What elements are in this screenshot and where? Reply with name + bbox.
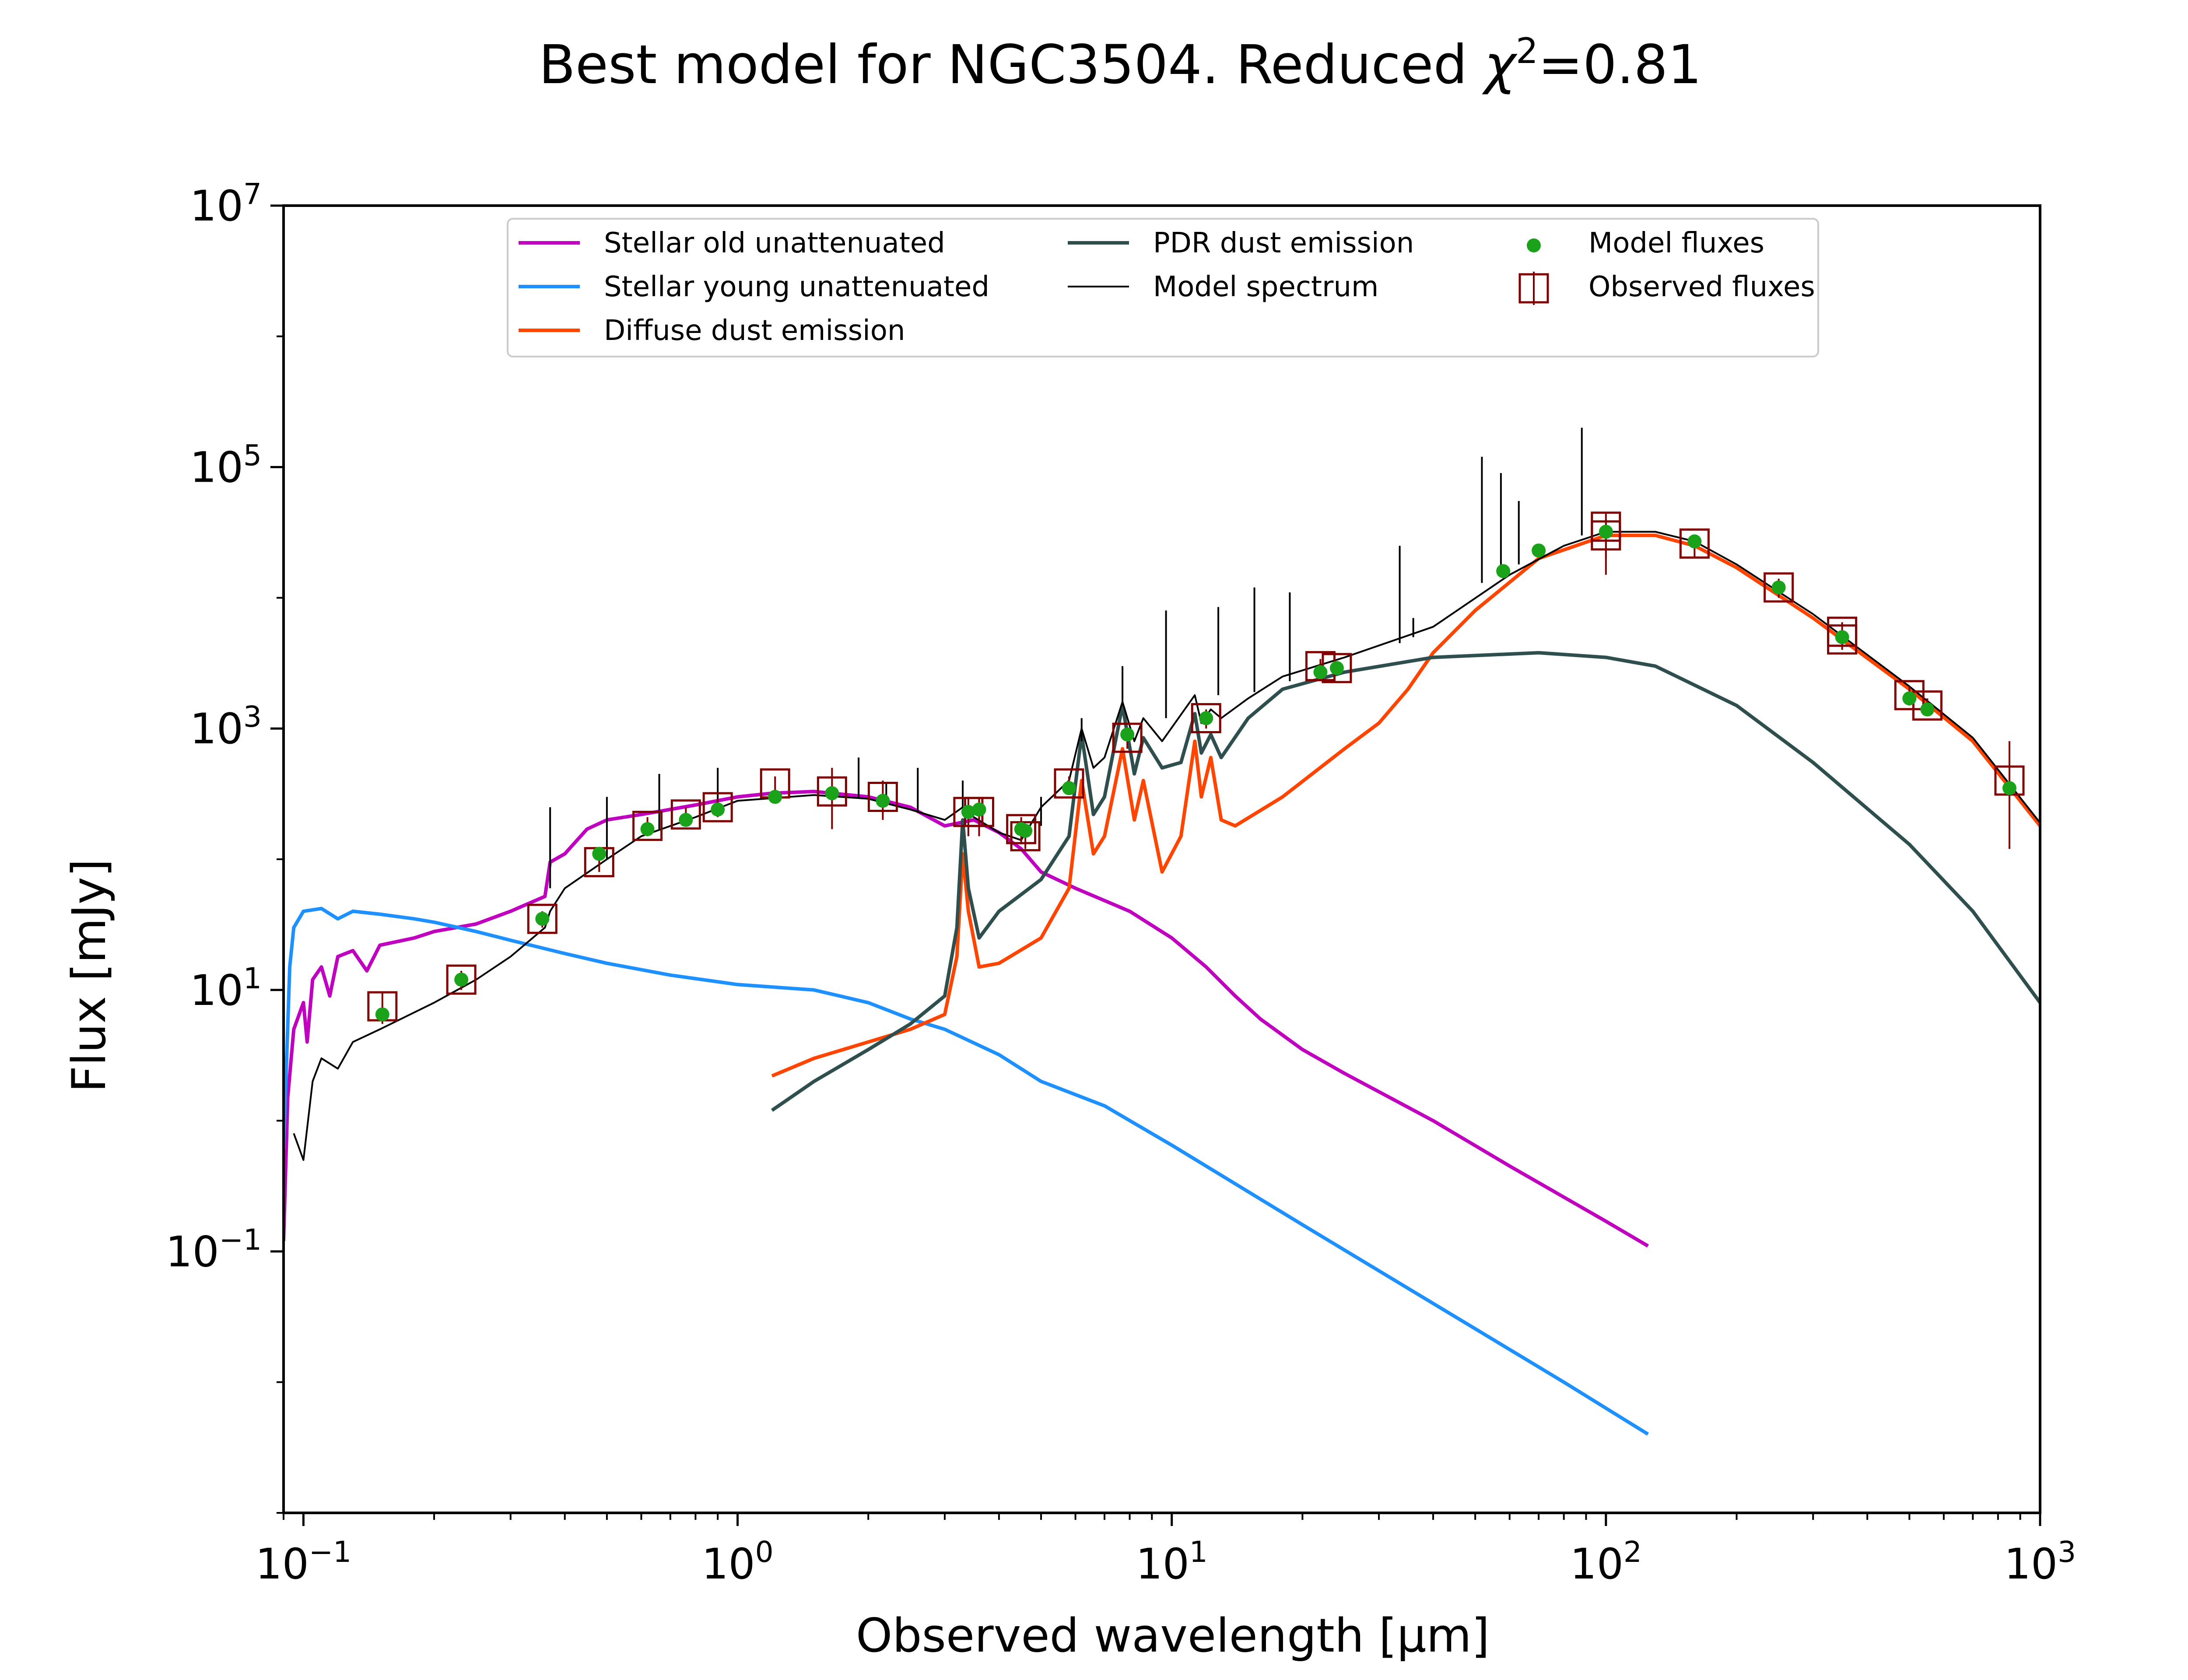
y-tick-label: 107: [190, 177, 262, 231]
plot-frame: [282, 204, 2041, 1514]
model-flux-24: [1835, 630, 1849, 644]
series-pdr-dust-emission: [771, 651, 2040, 1112]
observed-flux-12: [1006, 814, 1037, 844]
x-tick-label: 10−1: [256, 1535, 351, 1589]
series-model-spectrum: [293, 531, 2040, 1161]
y-tick-label: 103: [190, 700, 262, 754]
model-flux-25: [1902, 691, 1917, 706]
model-flux-7: [768, 790, 782, 804]
model-flux-27: [2002, 781, 2016, 795]
observed-flux-5: [670, 799, 701, 830]
plot-series: [284, 427, 2040, 1436]
legend-label: PDR dust emission: [1153, 227, 1414, 259]
model-flux-6: [711, 802, 725, 817]
legend-item-model-spectrum: Model spectrum: [1068, 271, 1378, 303]
x-tick-label: 103: [2004, 1535, 2076, 1589]
model-flux-11: [972, 802, 986, 817]
legend-label: Observed fluxes: [1588, 271, 1815, 303]
model-flux-4: [640, 822, 655, 836]
legend-item-stellar-old-unattenuated: Stellar old unattenuated: [519, 227, 945, 259]
observed-flux-21: [1679, 528, 1710, 559]
observed-flux-20: [1591, 520, 1621, 551]
observed-flux-6: [702, 792, 733, 822]
series-stellar-old-unattenuated: [284, 790, 1649, 1248]
model-flux-22: [1687, 534, 1702, 549]
legend: Stellar old unattenuated Stellar young un…: [507, 218, 1819, 357]
model-flux-13: [1018, 824, 1033, 838]
legend-item-pdr-dust-emission: PDR dust emission: [1068, 227, 1414, 259]
observed-flux-16: [1191, 703, 1221, 734]
observed-flux-22: [1764, 572, 1794, 603]
model-flux-0: [375, 1007, 389, 1022]
observed-flux-15: [1112, 722, 1143, 753]
y-tick-label: 101: [190, 961, 262, 1015]
y-axis-label: Flux [mJy]: [62, 859, 116, 1092]
model-flux-15: [1120, 727, 1135, 742]
y-tick-label: 105: [190, 438, 262, 492]
model-flux-17: [1313, 665, 1328, 679]
series-stellar-young-unattenuated: [284, 906, 1649, 1436]
x-axis-label: Observed wavelength [μm]: [856, 1609, 1490, 1662]
legend-label: Stellar young unattenuated: [604, 271, 989, 303]
legend-item-diffuse-dust-emission: Diffuse dust emission: [519, 315, 905, 347]
legend-label: Model spectrum: [1153, 271, 1378, 303]
observed-flux-4: [632, 811, 663, 841]
observed-flux-2: [527, 903, 558, 934]
model-flux-3: [592, 847, 607, 861]
observed-flux-25: [1894, 680, 1925, 710]
x-tick-label: 100: [701, 1535, 773, 1589]
legend-swatch: [1527, 238, 1541, 252]
legend-label: Stellar old unattenuated: [604, 227, 945, 259]
model-flux-2: [535, 912, 550, 926]
y-tick-label: 10−1: [166, 1223, 262, 1277]
observed-flux-14: [1054, 768, 1084, 799]
model-flux-19: [1496, 564, 1511, 578]
x-tick-label: 102: [1570, 1535, 1642, 1589]
observed-flux-13: [1010, 821, 1041, 851]
model-flux-21: [1599, 525, 1613, 539]
x-tick-label: 101: [1136, 1535, 1208, 1589]
series-diffuse-dust-emission: [771, 533, 2040, 1078]
model-flux-20: [1532, 543, 1546, 558]
model-flux-8: [825, 786, 839, 801]
legend-label: Model fluxes: [1588, 227, 1764, 259]
observed-flux-1: [446, 964, 477, 995]
model-flux-9: [876, 794, 890, 808]
observed-flux-24: [1827, 624, 1858, 655]
legend-item-observed-fluxes: Observed fluxes: [1518, 271, 1815, 305]
model-flux-26: [1920, 702, 1935, 717]
model-flux-23: [1771, 580, 1786, 595]
legend-box: [507, 218, 1819, 357]
model-flux-18: [1329, 661, 1344, 676]
axes: 10−1 100 101 102 103 10−1 101 103 105 107: [166, 177, 2076, 1589]
legend-item-model-fluxes: Model fluxes: [1527, 227, 1764, 259]
legend-label: Diffuse dust emission: [604, 315, 905, 347]
observed-flux-8: [817, 776, 847, 807]
model-flux-14: [1062, 781, 1076, 795]
model-flux-1: [454, 973, 469, 987]
legend-item-stellar-young-unattenuated: Stellar young unattenuated: [519, 271, 989, 303]
chart-title: Best model for NGC3504. Reduced χ2=0.81: [539, 31, 1702, 96]
model-flux-16: [1199, 711, 1213, 725]
observed-flux-26: [1912, 690, 1943, 721]
model-flux-5: [679, 813, 693, 827]
observed-flux-9: [867, 781, 898, 812]
model-flux-10: [961, 805, 975, 819]
flux-markers: [367, 511, 2025, 1024]
